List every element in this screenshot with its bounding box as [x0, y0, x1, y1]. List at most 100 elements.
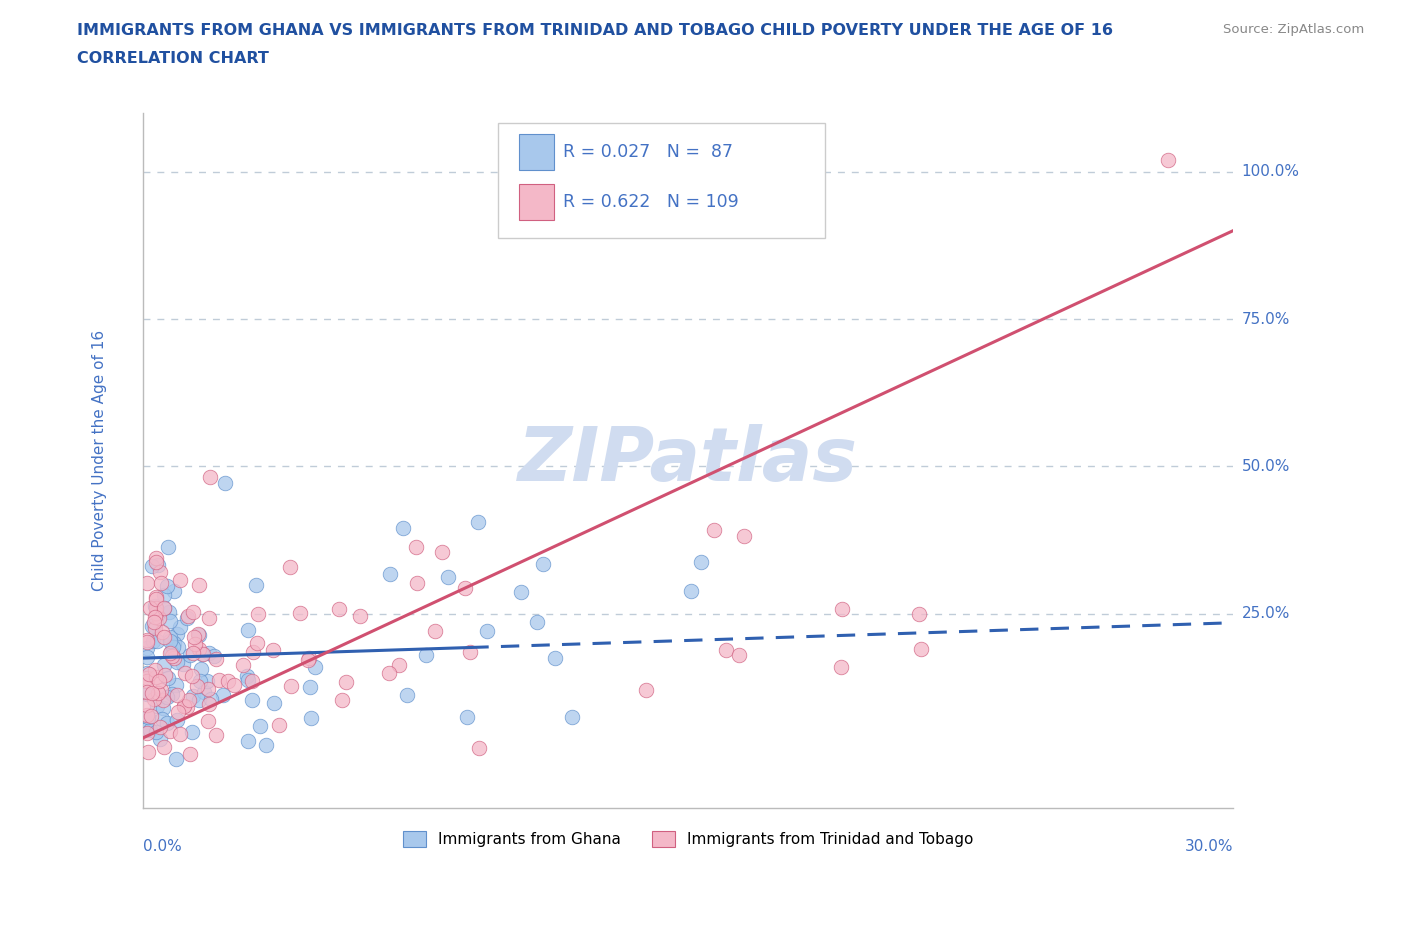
Point: [136, 575, 159, 590]
Text: 25.0%: 25.0%: [1241, 606, 1289, 621]
Point: [184, 636, 207, 651]
Point: [136, 744, 159, 759]
Point: [156, 689, 179, 704]
Point: [136, 666, 159, 681]
Point: [467, 514, 489, 529]
Text: Source: ZipAtlas.com: Source: ZipAtlas.com: [1223, 23, 1364, 36]
Point: [454, 580, 477, 595]
Point: [143, 620, 166, 635]
Point: [165, 751, 187, 766]
Point: [159, 614, 181, 629]
Point: [405, 576, 427, 591]
Point: [136, 725, 159, 740]
Point: [167, 640, 190, 655]
Point: [174, 666, 197, 681]
Point: [430, 545, 453, 560]
Point: [152, 658, 174, 672]
Point: [217, 673, 239, 688]
Point: [290, 605, 312, 620]
Point: [143, 662, 166, 677]
Point: [153, 601, 176, 616]
Point: [173, 698, 195, 713]
Text: R = 0.622   N = 109: R = 0.622 N = 109: [562, 193, 738, 211]
Point: [150, 575, 173, 590]
Point: [149, 732, 172, 747]
Point: [910, 642, 932, 657]
Point: [153, 601, 176, 616]
Point: [179, 693, 201, 708]
Text: IMMIGRANTS FROM GHANA VS IMMIGRANTS FROM TRINIDAD AND TOBAGO CHILD POVERTY UNDER: IMMIGRANTS FROM GHANA VS IMMIGRANTS FROM…: [77, 23, 1114, 38]
Point: [907, 606, 929, 621]
Point: [136, 708, 159, 723]
Point: [145, 554, 167, 569]
Point: [163, 583, 186, 598]
Point: [188, 642, 211, 657]
Point: [143, 692, 166, 707]
Point: [136, 633, 159, 648]
Point: [477, 624, 499, 639]
Point: [298, 650, 321, 665]
Point: [831, 602, 853, 617]
Point: [145, 591, 167, 606]
Point: [153, 630, 176, 644]
Point: [204, 651, 226, 666]
Point: [145, 605, 167, 620]
Point: [238, 733, 260, 748]
Point: [378, 666, 401, 681]
Point: [159, 645, 181, 660]
Point: [152, 701, 174, 716]
Point: [160, 687, 183, 702]
Point: [166, 712, 188, 727]
Point: [166, 655, 188, 670]
Point: [153, 668, 176, 683]
Text: 100.0%: 100.0%: [1241, 164, 1299, 179]
Point: [136, 671, 159, 685]
Point: [169, 726, 191, 741]
FancyBboxPatch shape: [519, 184, 554, 220]
Point: [162, 635, 184, 650]
Point: [181, 604, 204, 619]
Point: [278, 560, 301, 575]
Point: [456, 710, 478, 724]
Point: [156, 716, 179, 731]
Point: [159, 630, 181, 644]
FancyBboxPatch shape: [519, 134, 554, 170]
Point: [136, 641, 159, 656]
Point: [136, 673, 159, 688]
Point: [186, 679, 208, 694]
Point: [733, 529, 755, 544]
Point: [392, 520, 415, 535]
Point: [205, 727, 228, 742]
Point: [149, 565, 172, 579]
Point: [510, 585, 533, 600]
Point: [141, 618, 163, 633]
Point: [167, 705, 190, 720]
Point: [177, 608, 200, 623]
Point: [561, 710, 583, 724]
Point: [145, 590, 167, 604]
Point: [160, 644, 183, 659]
Point: [405, 540, 427, 555]
Point: [395, 687, 418, 702]
Point: [138, 722, 160, 737]
Point: [148, 673, 170, 688]
Point: [148, 611, 170, 626]
Point: [193, 646, 215, 661]
Point: [165, 678, 187, 693]
Point: [172, 657, 194, 671]
Point: [236, 622, 259, 637]
Point: [143, 598, 166, 613]
Point: [166, 626, 188, 641]
Point: [188, 628, 211, 643]
Text: 30.0%: 30.0%: [1185, 839, 1233, 854]
Point: [299, 711, 322, 725]
Point: [222, 678, 245, 693]
Point: [142, 634, 165, 649]
Point: [304, 659, 326, 674]
Point: [198, 470, 221, 485]
Point: [198, 646, 221, 661]
Point: [163, 650, 186, 665]
Point: [145, 551, 167, 565]
Point: [136, 684, 159, 699]
Point: [197, 682, 219, 697]
